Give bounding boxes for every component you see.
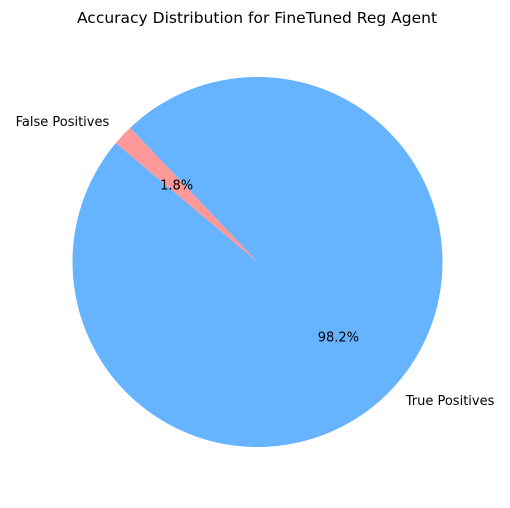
slice-percent-1: 1.8% xyxy=(160,178,193,193)
slice-label-1: False Positives xyxy=(16,115,110,130)
slice-percent-0: 98.2% xyxy=(318,331,359,346)
chart-title: Accuracy Distribution for FineTuned Reg … xyxy=(77,9,437,27)
pie-slices xyxy=(72,77,443,448)
pie-slice-false-positives xyxy=(115,127,258,262)
pie-labels: True Positives 98.2% False Positives 1.8% xyxy=(16,115,495,409)
pie-slice-true-positives xyxy=(72,77,443,448)
slice-label-0: True Positives xyxy=(405,394,495,409)
